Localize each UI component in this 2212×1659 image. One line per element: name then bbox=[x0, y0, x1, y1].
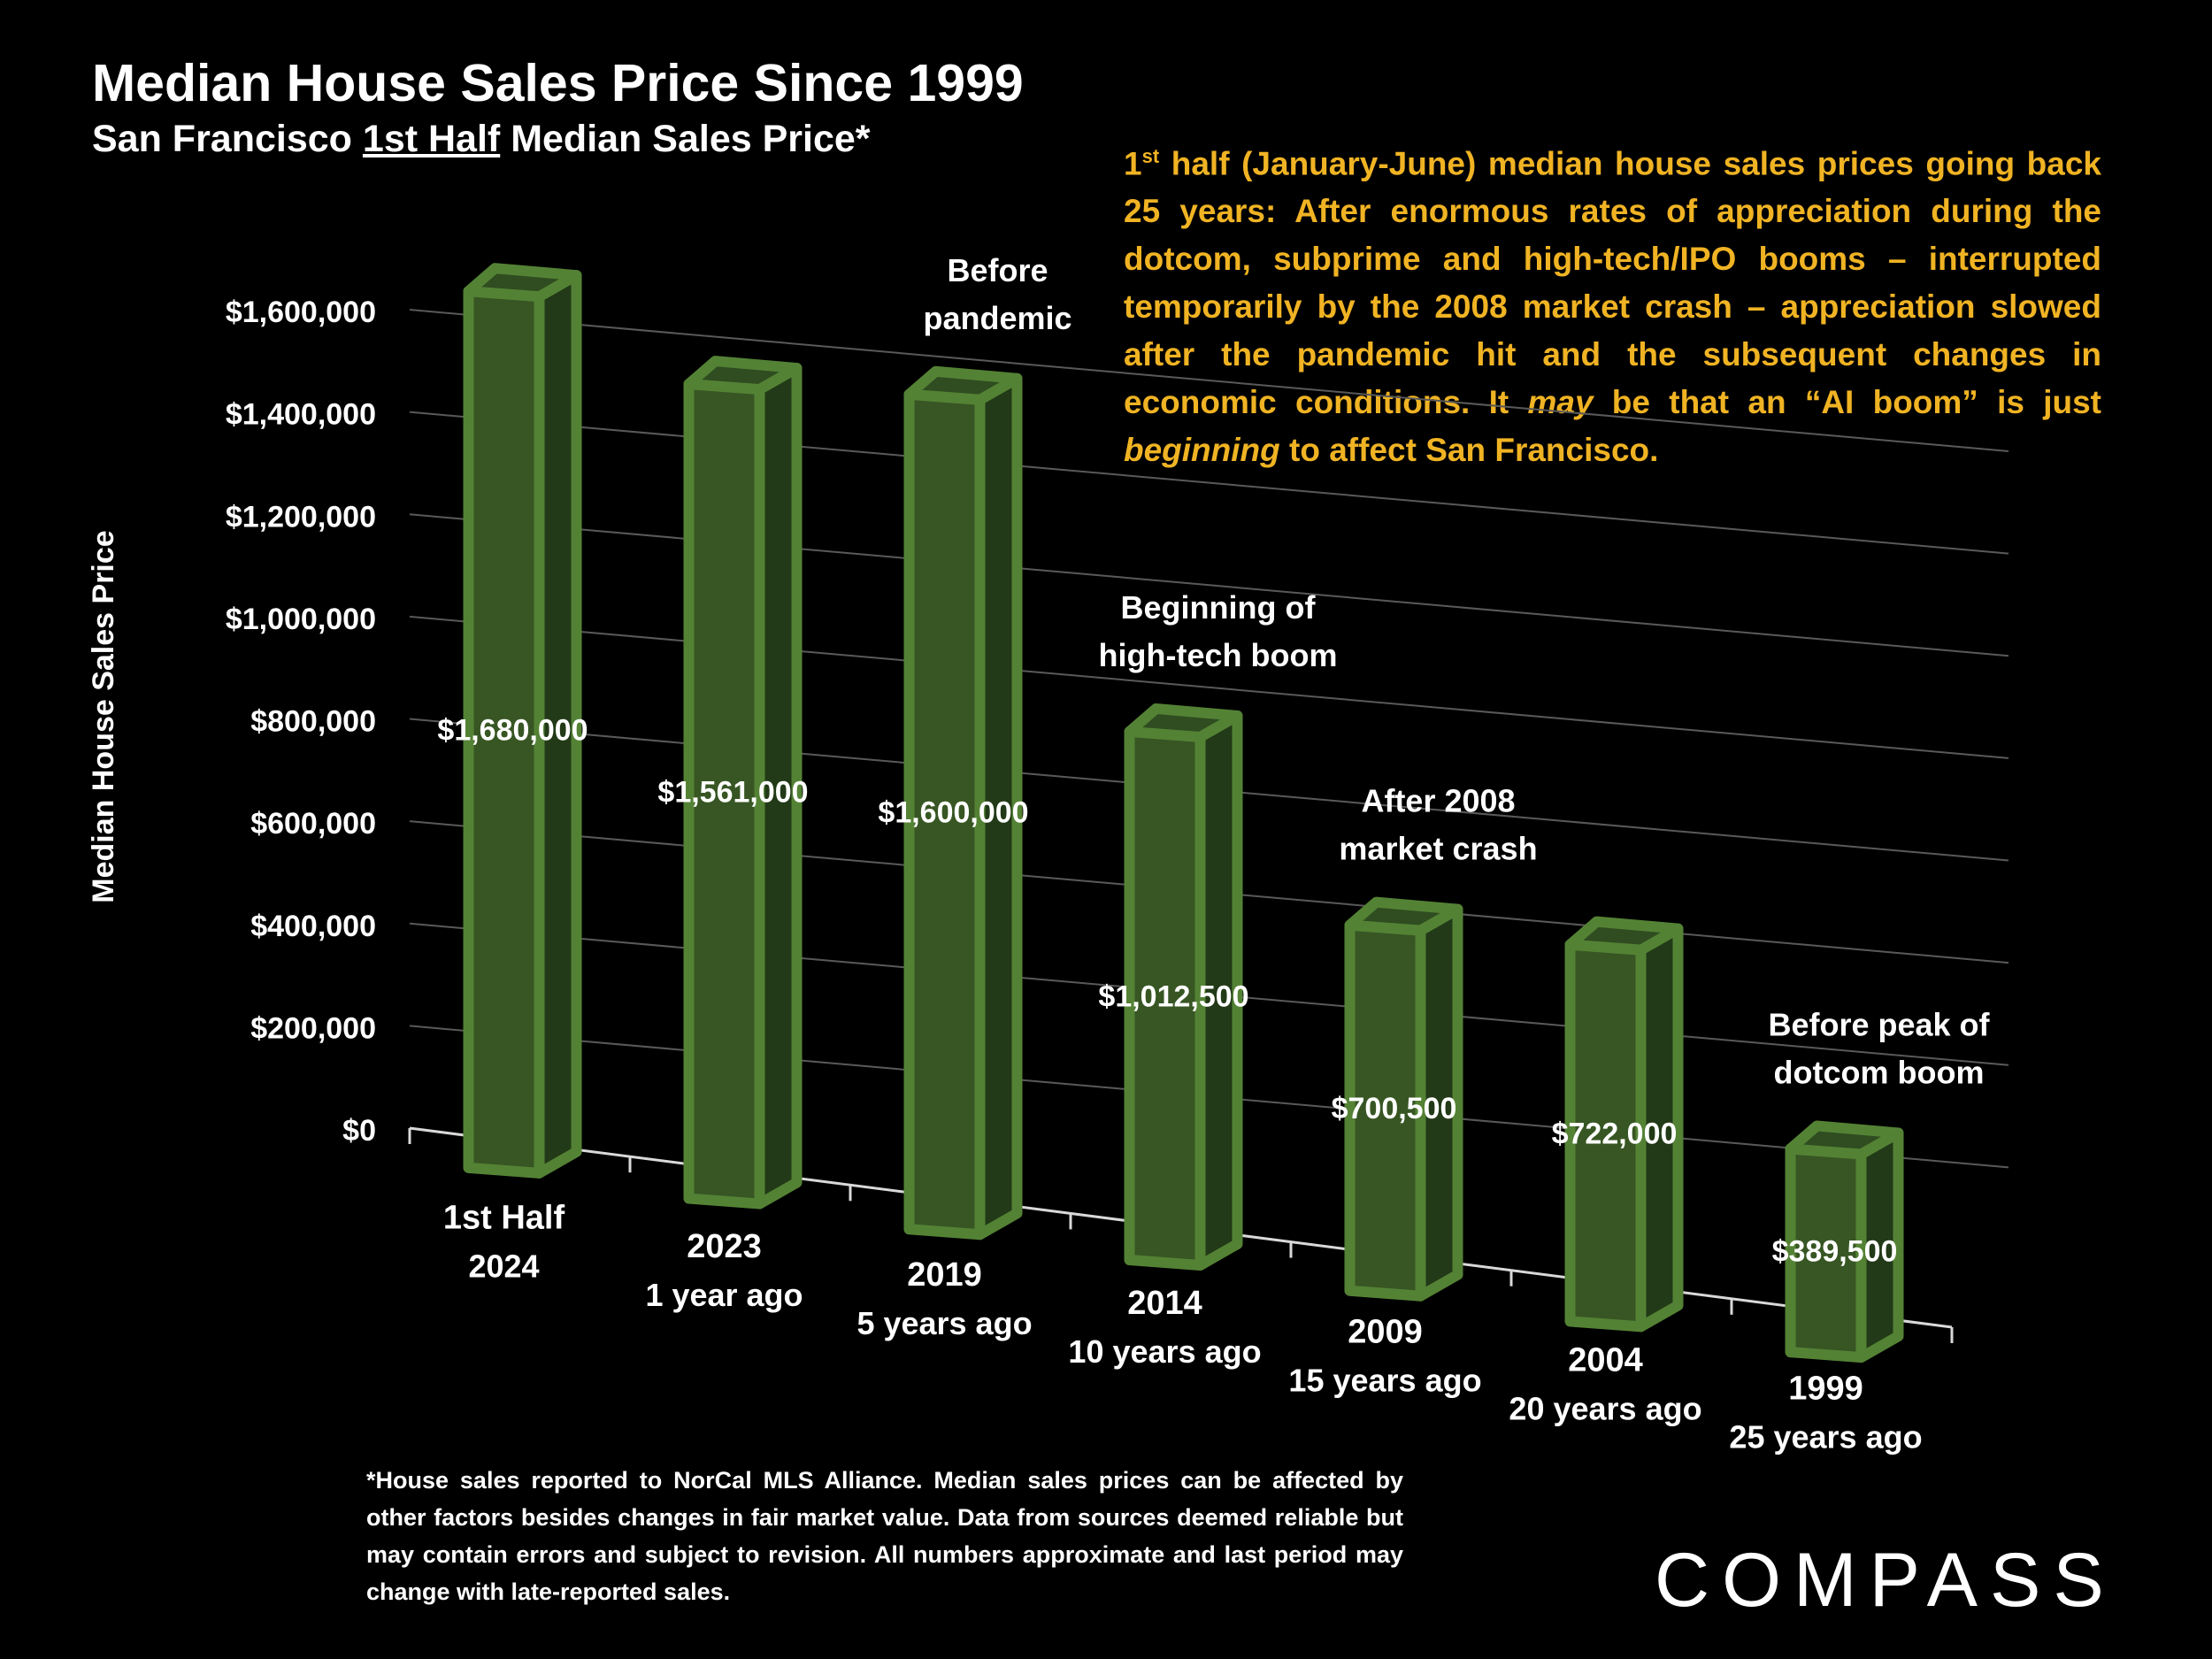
x-tick-sublabel: 10 years ago bbox=[1068, 1333, 1261, 1370]
x-tick-label: 1st Half bbox=[443, 1200, 565, 1237]
chart-title: Median House Sales Price Since 1999 bbox=[92, 54, 1024, 112]
x-tick-label: 2023 bbox=[687, 1228, 762, 1265]
bar-top bbox=[1124, 703, 1243, 742]
chart-subtitle: San Francisco 1st Half Median Sales Pric… bbox=[92, 118, 871, 161]
bar-annotation: high-tech boom bbox=[1099, 637, 1338, 673]
desc-part-1: half (January-June) median house sales p… bbox=[1124, 145, 2101, 421]
data-label: $1,561,000 bbox=[657, 775, 808, 809]
subtitle-underlined: 1st Half bbox=[362, 118, 501, 160]
gridline bbox=[409, 309, 2009, 452]
y-tick-label: $600,000 bbox=[250, 807, 376, 841]
x-tick-label: 2009 bbox=[1348, 1313, 1423, 1350]
bar-annotation: market crash bbox=[1339, 831, 1537, 867]
bar-top bbox=[463, 263, 582, 303]
footnote: *House sales reported to NorCal MLS Alli… bbox=[366, 1467, 1403, 1605]
y-tick-label: $400,000 bbox=[250, 910, 376, 943]
desc-part-3: to affect San Francisco. bbox=[1279, 432, 1659, 469]
y-axis-title: Median House Sales Price bbox=[87, 530, 120, 902]
x-tick-sublabel: 5 years ago bbox=[856, 1305, 1032, 1341]
subtitle-tail: Median Sales Price* bbox=[500, 118, 871, 160]
gridline bbox=[409, 411, 2009, 555]
gridline bbox=[409, 615, 2009, 759]
desc-lead: 1 bbox=[1124, 145, 1142, 182]
y-tick-label: $0 bbox=[342, 1114, 376, 1148]
x-tick-sublabel: 25 years ago bbox=[1729, 1419, 1922, 1455]
gridline bbox=[409, 513, 2009, 657]
y-tick-label: $1,600,000 bbox=[226, 296, 376, 329]
description-annotation: 1st half (January-June) median house sal… bbox=[1124, 133, 2101, 474]
x-tick-label: 1999 bbox=[1788, 1371, 1863, 1408]
y-tick-label: $1,200,000 bbox=[226, 500, 376, 534]
desc-italic-1: may bbox=[1527, 384, 1594, 421]
x-tick-sublabel: 15 years ago bbox=[1288, 1362, 1481, 1398]
data-label: $1,012,500 bbox=[1098, 979, 1248, 1013]
desc-superscript: st bbox=[1141, 145, 1160, 167]
data-label: $1,600,000 bbox=[878, 796, 1028, 830]
bar-top bbox=[1785, 1120, 1904, 1160]
data-label: $389,500 bbox=[1772, 1234, 1898, 1268]
bar-annotation: Beginning of bbox=[1121, 589, 1317, 626]
bar-annotation: Before bbox=[947, 252, 1048, 288]
bar-top bbox=[1344, 896, 1463, 936]
compass-logo-text: COMPASS bbox=[1655, 1538, 2116, 1623]
y-tick-label: $1,000,000 bbox=[226, 603, 376, 636]
desc-part-2: be that an “AI boom” is just bbox=[1593, 384, 2101, 421]
x-tick-label: 2019 bbox=[907, 1256, 982, 1294]
bar-annotation: pandemic bbox=[923, 300, 1071, 336]
bar-annotation: After 2008 bbox=[1361, 783, 1515, 819]
bar-annotation: Before peak of bbox=[1768, 1006, 1990, 1042]
data-label: $1,680,000 bbox=[437, 714, 588, 748]
y-tick-label: $1,400,000 bbox=[226, 398, 376, 432]
data-label: $700,500 bbox=[1332, 1092, 1457, 1125]
desc-italic-2: beginning bbox=[1124, 432, 1280, 469]
x-tick-sublabel: 1 year ago bbox=[645, 1277, 803, 1313]
x-tick-sublabel: 2024 bbox=[468, 1248, 539, 1285]
bar-annotation: dotcom boom bbox=[1774, 1054, 1985, 1090]
x-tick-sublabel: 20 years ago bbox=[1509, 1390, 1701, 1426]
x-tick-label: 2014 bbox=[1127, 1285, 1202, 1322]
data-label: $722,000 bbox=[1552, 1118, 1678, 1151]
y-tick-label: $800,000 bbox=[250, 705, 376, 739]
subtitle-lead: San Francisco bbox=[92, 118, 363, 160]
bar-top bbox=[683, 356, 803, 396]
bar-top bbox=[903, 365, 1023, 405]
bar-top bbox=[1564, 916, 1684, 956]
x-tick-label: 2004 bbox=[1568, 1341, 1643, 1379]
compass-logo: COMPASS bbox=[1655, 1538, 2116, 1623]
y-tick-label: $200,000 bbox=[250, 1011, 376, 1045]
